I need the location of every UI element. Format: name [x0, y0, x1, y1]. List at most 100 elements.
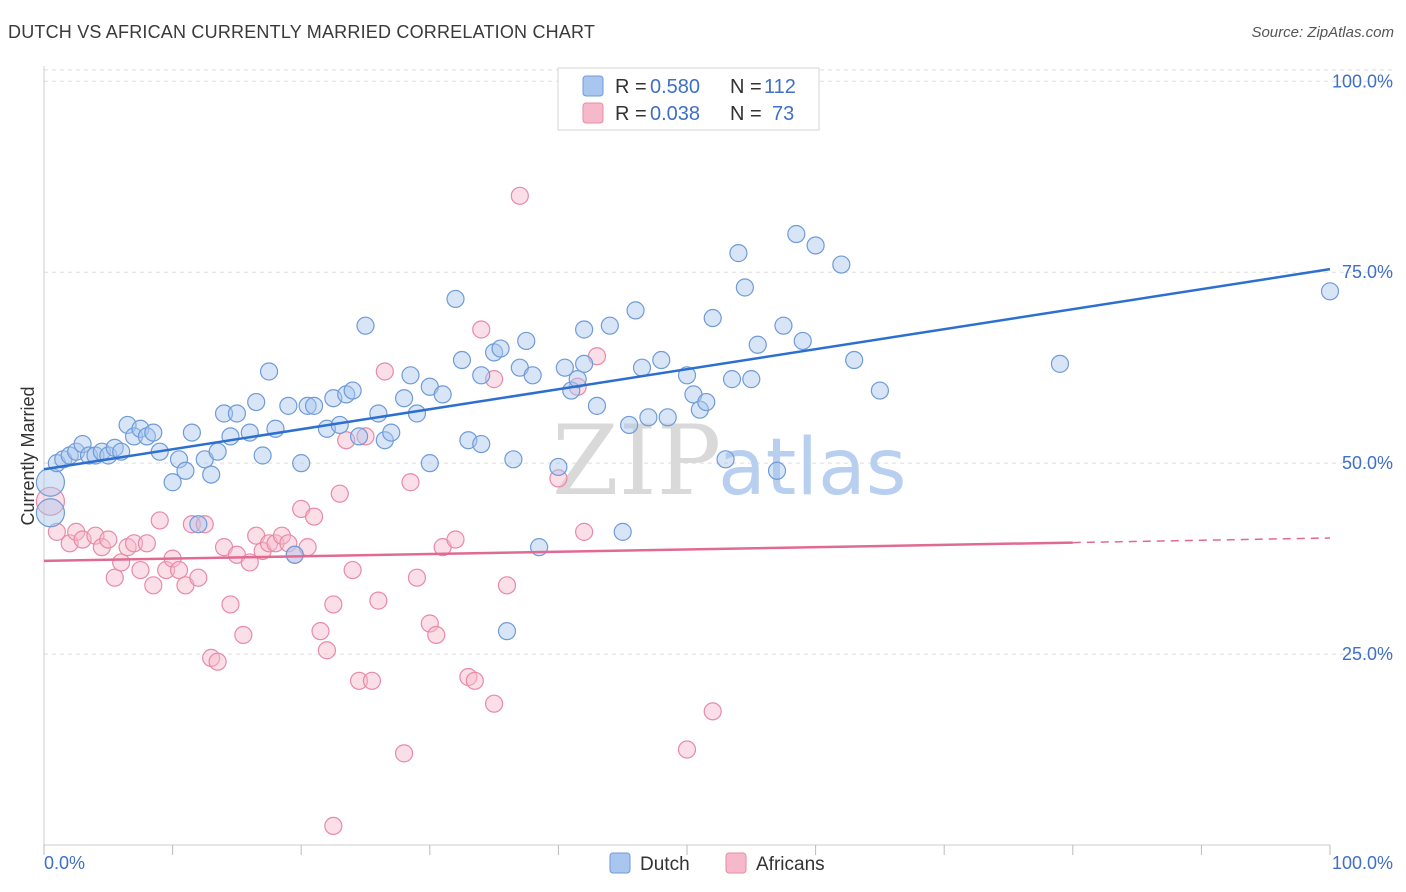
dutch-point [549, 457, 568, 477]
dutch-point [401, 366, 420, 385]
dutch-point [375, 431, 394, 450]
africans-point [304, 507, 324, 526]
dutch-point [742, 370, 761, 389]
africans-point [375, 362, 394, 381]
watermark-atlas: atlas [718, 423, 907, 513]
africans-point [92, 538, 111, 557]
africans-point [465, 671, 484, 690]
bottom-legend-africans-label: Africans [756, 854, 825, 875]
africans-point [131, 560, 150, 580]
africans-point [182, 515, 201, 534]
africans-point [330, 484, 349, 503]
africans-point [266, 534, 285, 553]
africans-point [47, 522, 66, 541]
dutch-point [626, 301, 645, 320]
legend-dutch-r-label: R = [615, 76, 647, 98]
dutch-point [575, 320, 594, 339]
africans-point [67, 522, 86, 541]
dutch-point [176, 461, 195, 480]
y-tick-label-3: 25.0% [1342, 644, 1393, 664]
dutch-point [343, 381, 362, 400]
dutch-point [870, 381, 890, 400]
legend-dutch-swatch [582, 75, 604, 97]
dutch-point [394, 389, 414, 408]
africans-point [144, 576, 163, 595]
dutch-point [658, 408, 677, 427]
dutch-point [491, 339, 510, 358]
africans-point [324, 595, 343, 614]
dutch-point [169, 450, 189, 469]
dutch-point [247, 392, 266, 412]
legend-africans-n-label: N = [730, 103, 762, 125]
legend-dutch-r-value: 0.580 [650, 76, 700, 98]
africans-point [208, 652, 227, 671]
dutch-point [369, 404, 388, 423]
dutch-point [620, 415, 639, 435]
y-axis-label: Currently Married [18, 386, 38, 525]
africans-point [369, 591, 388, 610]
dutch-point [73, 434, 92, 454]
dutch-point [517, 331, 536, 351]
dutch-point [446, 289, 465, 309]
dutch-point [652, 350, 671, 370]
africans-point [311, 622, 330, 641]
dutch-point [304, 396, 324, 415]
legend-africans-n-value: 73 [772, 103, 794, 125]
y-tick-label-2: 50.0% [1342, 453, 1393, 473]
africans-point [221, 595, 240, 614]
dutch-trend-line [43, 267, 1331, 471]
africans-point [124, 534, 144, 553]
africans-point [510, 186, 529, 205]
dutch-point [716, 450, 735, 469]
y-tick-label-0: 100.0% [1332, 71, 1393, 91]
dutch-point [214, 404, 234, 423]
africans-point [169, 560, 189, 580]
dutch-point [124, 427, 144, 446]
dutch-point [575, 354, 594, 373]
series-legend: Dutch Africans [609, 852, 825, 875]
dutch-point [832, 255, 851, 274]
dutch-point [35, 467, 66, 497]
dutch-point [292, 454, 311, 473]
dutch-point [793, 331, 812, 351]
africans-point [157, 560, 176, 580]
y-tick-labels: 100.0% 75.0% 50.0% 25.0% [1332, 71, 1393, 664]
dutch-point [253, 446, 272, 465]
bottom-legend-africans-swatch [725, 852, 747, 874]
dutch-points [35, 224, 1340, 641]
chart-source: Source: ZipAtlas.com [1251, 24, 1394, 41]
africans-point [485, 694, 504, 713]
africans-point [234, 625, 253, 645]
watermark: ZIP atlas [552, 405, 907, 517]
x-tick-label-min: 0.0% [44, 853, 85, 873]
africans-point [575, 522, 594, 541]
africans-point [150, 511, 169, 530]
bottom-legend-dutch-swatch [609, 852, 631, 874]
dutch-point [472, 366, 491, 385]
dutch-point [722, 370, 742, 389]
africans-point [394, 744, 414, 763]
dutch-point [690, 400, 709, 419]
x-axis-ticks [43, 845, 1331, 855]
dutch-point [189, 515, 208, 534]
africans-point [356, 427, 375, 446]
africans-point [195, 515, 214, 534]
legend-dutch-n-label: N = [730, 76, 762, 98]
africans-point [420, 614, 439, 633]
dutch-point [587, 396, 607, 415]
dutch-point [163, 473, 182, 492]
bottom-legend-dutch-label: Dutch [640, 854, 690, 875]
dutch-point [613, 522, 632, 541]
dutch-point [356, 316, 375, 335]
legend-dutch-n-value: 112 [764, 76, 796, 98]
africans-point [324, 816, 343, 836]
africans-point [677, 740, 697, 759]
africans-point [343, 560, 362, 580]
legend-africans-r-value: 0.038 [650, 103, 700, 125]
dutch-point [748, 335, 767, 354]
y-tick-label-1: 75.0% [1342, 262, 1393, 282]
dutch-point [433, 385, 452, 404]
africans-point [279, 534, 298, 553]
dutch-point [729, 244, 748, 263]
